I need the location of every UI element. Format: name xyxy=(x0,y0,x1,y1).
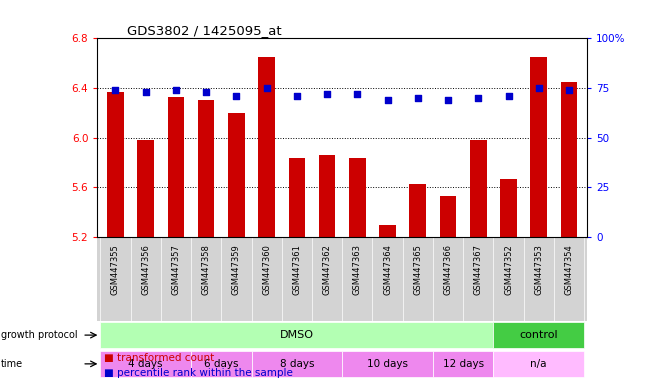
FancyBboxPatch shape xyxy=(101,322,493,348)
Point xyxy=(140,89,151,95)
Point xyxy=(352,91,363,97)
Bar xyxy=(289,157,305,237)
Text: DMSO: DMSO xyxy=(280,330,314,340)
Point xyxy=(533,85,544,91)
Text: GSM447352: GSM447352 xyxy=(504,244,513,295)
Text: ■ percentile rank within the sample: ■ percentile rank within the sample xyxy=(104,368,293,378)
Point xyxy=(473,95,484,101)
FancyBboxPatch shape xyxy=(493,351,584,377)
Point xyxy=(170,87,181,93)
FancyBboxPatch shape xyxy=(342,351,433,377)
Point xyxy=(321,91,332,97)
Text: time: time xyxy=(1,359,23,369)
Point xyxy=(382,97,393,103)
Bar xyxy=(168,97,185,237)
Text: GSM447357: GSM447357 xyxy=(171,244,180,295)
Point xyxy=(201,89,211,95)
Text: 6 days: 6 days xyxy=(204,359,238,369)
Text: 10 days: 10 days xyxy=(367,359,408,369)
Text: n/a: n/a xyxy=(531,359,547,369)
Text: GSM447365: GSM447365 xyxy=(413,244,422,295)
Text: GSM447353: GSM447353 xyxy=(534,244,544,295)
Text: GSM447358: GSM447358 xyxy=(202,244,211,295)
Point xyxy=(503,93,514,99)
Text: GSM447363: GSM447363 xyxy=(353,244,362,295)
Point xyxy=(261,85,272,91)
Text: GSM447354: GSM447354 xyxy=(564,244,574,295)
Point xyxy=(413,95,423,101)
Bar xyxy=(258,57,275,237)
Text: GSM447364: GSM447364 xyxy=(383,244,392,295)
Text: GSM447367: GSM447367 xyxy=(474,244,482,295)
Text: GSM447355: GSM447355 xyxy=(111,244,120,295)
Text: GSM447359: GSM447359 xyxy=(232,244,241,295)
Bar xyxy=(470,140,486,237)
FancyBboxPatch shape xyxy=(493,322,584,348)
Text: 4 days: 4 days xyxy=(128,359,163,369)
Point xyxy=(443,97,454,103)
Bar xyxy=(138,140,154,237)
Text: ■ transformed count: ■ transformed count xyxy=(104,353,214,363)
Bar xyxy=(500,179,517,237)
Text: 12 days: 12 days xyxy=(443,359,484,369)
Point xyxy=(564,87,574,93)
Bar xyxy=(379,225,396,237)
Bar xyxy=(349,157,366,237)
Text: GSM447361: GSM447361 xyxy=(293,244,301,295)
FancyBboxPatch shape xyxy=(101,351,191,377)
Text: growth protocol: growth protocol xyxy=(1,330,77,340)
Text: 8 days: 8 days xyxy=(280,359,314,369)
Text: GSM447366: GSM447366 xyxy=(444,244,452,295)
Text: GDS3802 / 1425095_at: GDS3802 / 1425095_at xyxy=(127,24,281,37)
Bar xyxy=(198,101,215,237)
Text: control: control xyxy=(519,330,558,340)
Bar xyxy=(228,113,245,237)
FancyBboxPatch shape xyxy=(97,237,587,321)
Point xyxy=(231,93,242,99)
Text: GSM447356: GSM447356 xyxy=(141,244,150,295)
Text: GSM447360: GSM447360 xyxy=(262,244,271,295)
Point xyxy=(110,87,121,93)
Point xyxy=(291,93,302,99)
Bar xyxy=(561,82,577,237)
Text: GSM447362: GSM447362 xyxy=(323,244,331,295)
Bar xyxy=(440,196,456,237)
Bar xyxy=(319,155,336,237)
FancyBboxPatch shape xyxy=(433,351,493,377)
Bar xyxy=(107,92,123,237)
Bar xyxy=(531,57,547,237)
FancyBboxPatch shape xyxy=(252,351,342,377)
FancyBboxPatch shape xyxy=(191,351,252,377)
Bar xyxy=(409,184,426,237)
